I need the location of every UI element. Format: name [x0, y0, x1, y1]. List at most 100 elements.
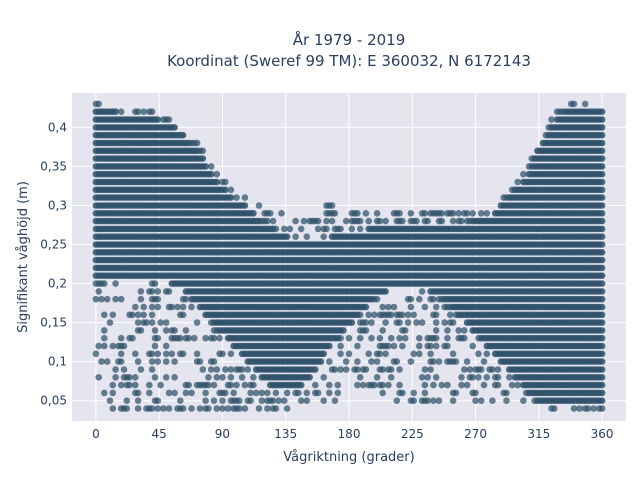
- data-point: [132, 374, 139, 381]
- data-point: [272, 225, 280, 233]
- data-point: [174, 303, 181, 311]
- data-point: [132, 381, 139, 389]
- data-point: [120, 366, 128, 373]
- data-point: [269, 397, 277, 405]
- data-point: [598, 233, 606, 240]
- data-point: [134, 358, 142, 365]
- data-point: [421, 381, 429, 389]
- data-point: [148, 350, 156, 358]
- data-point: [264, 405, 271, 412]
- data-point: [207, 163, 215, 170]
- data-point: [182, 389, 190, 397]
- data-point: [598, 311, 606, 319]
- data-point: [148, 303, 156, 311]
- data-point: [213, 178, 221, 186]
- data-point: [95, 288, 102, 295]
- data-point: [354, 381, 361, 389]
- data-point: [345, 334, 353, 342]
- data-point: [449, 210, 457, 217]
- data-point: [387, 311, 395, 319]
- data-point: [452, 358, 460, 365]
- data-point: [506, 374, 513, 381]
- data-point: [421, 389, 429, 397]
- data-point: [598, 178, 606, 186]
- data-point: [418, 374, 426, 381]
- data-point: [598, 405, 606, 412]
- data-point: [314, 389, 322, 397]
- data-point: [385, 303, 392, 311]
- data-point: [283, 405, 291, 412]
- data-point: [480, 381, 488, 389]
- data-point: [598, 319, 606, 326]
- data-point: [106, 319, 114, 326]
- y-tick-label: 0,2: [48, 277, 67, 291]
- data-point: [129, 311, 136, 319]
- data-point: [297, 381, 305, 389]
- data-point: [132, 303, 139, 311]
- data-point: [162, 342, 170, 350]
- data-point: [109, 405, 117, 412]
- data-point: [598, 249, 606, 256]
- data-point: [326, 358, 333, 365]
- data-point: [494, 381, 502, 389]
- data-point: [337, 334, 344, 342]
- data-point: [101, 334, 108, 342]
- data-point: [371, 311, 378, 319]
- data-point: [449, 397, 457, 405]
- x-tick-label: 90: [215, 427, 230, 441]
- data-point: [199, 147, 207, 155]
- data-point: [98, 358, 105, 365]
- data-point: [109, 389, 117, 397]
- data-point: [247, 389, 254, 397]
- data-point: [452, 389, 460, 397]
- data-point: [272, 405, 280, 412]
- data-point: [376, 334, 384, 342]
- data-point: [444, 342, 451, 350]
- data-point: [461, 327, 468, 334]
- data-point: [598, 170, 606, 178]
- data-point: [598, 381, 606, 389]
- data-point: [356, 225, 364, 233]
- data-point: [576, 405, 583, 412]
- data-point: [598, 327, 606, 334]
- data-point: [475, 374, 482, 381]
- x-tick-label: 315: [527, 427, 550, 441]
- data-point: [227, 381, 235, 389]
- y-tick-label: 0,3: [48, 198, 67, 212]
- data-point: [227, 194, 235, 201]
- data-point: [117, 358, 125, 365]
- data-point: [303, 389, 311, 397]
- data-point: [281, 397, 288, 405]
- data-point: [236, 397, 243, 405]
- chart-title-line-1: År 1979 - 2019: [293, 30, 406, 49]
- data-point: [342, 366, 350, 373]
- data-point: [216, 334, 223, 342]
- data-point: [134, 108, 142, 115]
- data-point: [188, 389, 195, 397]
- data-point: [598, 147, 606, 155]
- data-point: [449, 350, 457, 358]
- data-point: [92, 350, 100, 358]
- data-point: [416, 342, 423, 350]
- data-point: [418, 288, 426, 295]
- data-point: [326, 342, 333, 350]
- data-point: [458, 381, 465, 389]
- data-point: [418, 319, 426, 326]
- data-point: [354, 358, 361, 365]
- data-point: [244, 366, 252, 373]
- data-point: [188, 405, 195, 412]
- data-point: [446, 311, 454, 319]
- data-point: [123, 397, 131, 405]
- chart-title-line-2: Koordinat (Sweref 99 TM): E 360032, N 61…: [167, 52, 531, 70]
- data-point: [269, 217, 277, 225]
- data-point: [413, 217, 420, 225]
- data-point: [334, 389, 342, 397]
- data-point: [168, 303, 176, 311]
- data-point: [342, 217, 350, 225]
- data-point: [331, 397, 339, 405]
- data-point: [503, 397, 510, 405]
- data-point: [356, 311, 364, 319]
- data-point: [598, 350, 606, 358]
- data-point: [570, 405, 578, 412]
- data-point: [421, 210, 429, 217]
